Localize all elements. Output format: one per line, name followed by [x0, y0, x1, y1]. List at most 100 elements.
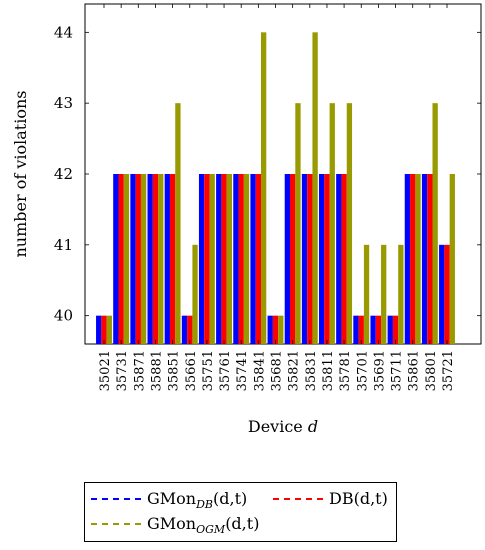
y-ticks-group: 40 41 42 43 44	[54, 23, 481, 325]
bar-gmon-ogm-35831	[312, 32, 318, 344]
bar-gmon-db-35871	[130, 174, 136, 344]
bar-db-35831	[307, 174, 313, 344]
x-tick-label-35731: 35731	[115, 350, 130, 391]
bar-gmon-db-35741	[233, 174, 239, 344]
bar-gmon-db-35811	[319, 174, 325, 344]
bar-gmon-ogm-35801	[432, 103, 438, 344]
bar-gmon-ogm-35781	[346, 103, 353, 344]
x-tick-label-35661: 35661	[184, 350, 199, 391]
bar-gmon-db-35861	[404, 174, 411, 344]
bar-gmon-db-35851	[164, 174, 170, 344]
bar-gmon-ogm-35751	[209, 174, 215, 344]
x-tick-label-35871: 35871	[132, 350, 147, 391]
legend-item-gmon-db: GMonDB(d,t)	[91, 489, 248, 511]
bar-gmon-ogm-35881	[158, 174, 164, 344]
bar-gmon-ogm-35701	[363, 244, 370, 344]
bar-gmon-db-35781	[336, 174, 342, 344]
bar-gmon-ogm-35021	[106, 315, 112, 344]
legend-item-db: DB(d,t)	[273, 489, 388, 508]
bar-gmon-db-35691	[370, 315, 376, 344]
x-tick-label-35821: 35821	[287, 350, 302, 391]
x-tick-label-35741: 35741	[235, 350, 250, 391]
bar-db-35841	[255, 174, 261, 344]
x-tick-label-35831: 35831	[304, 350, 319, 391]
legend-label-gmon-db: GMonDB(d,t)	[147, 489, 248, 511]
x-tick-label-35681: 35681	[270, 350, 285, 391]
bar-gmon-db-35831	[301, 174, 308, 344]
bar-gmon-ogm-35691	[381, 244, 387, 344]
bar-gmon-db-35801	[421, 174, 428, 344]
x-tick-label-35811: 35811	[321, 350, 336, 391]
bar-gmon-db-35821	[284, 174, 290, 344]
bar-gmon-ogm-35811	[329, 103, 335, 344]
legend-swatch-gmon-db	[91, 497, 141, 500]
bar-gmon-db-35881	[147, 174, 153, 344]
bar-db-35731	[118, 174, 124, 344]
x-tick-label-35701: 35701	[355, 350, 370, 391]
x-axis-label-variable: d	[308, 417, 318, 436]
y-axis-label: number of violations	[11, 90, 30, 257]
bar-gmon-ogm-35761	[226, 174, 232, 344]
bar-db-35751	[204, 174, 210, 344]
x-tick-label-35721: 35721	[441, 350, 456, 391]
bar-gmon-ogm-35871	[140, 174, 147, 344]
legend-item-gmon-ogm: GMonOGM(d,t)	[91, 514, 260, 536]
y-tick-label: 43	[54, 94, 73, 112]
x-tick-label-35801: 35801	[424, 350, 439, 391]
x-tick-label-35691: 35691	[372, 350, 387, 391]
bar-gmon-db-35701	[353, 315, 359, 344]
x-tick-label-35781: 35781	[338, 350, 353, 391]
bar-db-35701	[358, 315, 364, 344]
y-tick-label: 44	[54, 23, 73, 41]
bar-gmon-ogm-35741	[243, 174, 250, 344]
y-tick-label: 41	[54, 236, 73, 254]
bar-gmon-db-35731	[113, 174, 119, 344]
bar-db-35691	[375, 315, 382, 344]
x-tick-label-35761: 35761	[218, 350, 233, 391]
bar-gmon-db-35721	[439, 244, 445, 344]
legend: GMonDB(d,t) DB(d,t) GMonOGM(d,t)	[84, 482, 397, 542]
bar-db-35861	[410, 174, 416, 344]
bar-db-35871	[135, 174, 141, 344]
y-tick-label: 40	[54, 307, 73, 325]
bar-db-35801	[427, 174, 433, 344]
bar-gmon-db-35681	[267, 315, 273, 344]
bar-gmon-ogm-35711	[398, 244, 404, 344]
bar-gmon-db-35711	[387, 315, 393, 344]
bar-gmon-db-35841	[250, 174, 256, 344]
x-axis-label-text: Device	[248, 417, 303, 436]
bars-group	[96, 32, 455, 344]
bar-gmon-db-35751	[198, 174, 205, 344]
bar-gmon-ogm-35721	[449, 174, 455, 344]
bar-db-35661	[187, 315, 193, 344]
bar-db-35711	[392, 315, 399, 344]
y-tick-label: 42	[54, 165, 73, 183]
x-tick-label-35021: 35021	[98, 350, 113, 391]
x-tick-label-35851: 35851	[167, 350, 182, 391]
x-tick-label-35861: 35861	[407, 350, 422, 391]
bar-db-35851	[169, 174, 176, 344]
x-tick-label-35711: 35711	[390, 350, 405, 391]
bar-gmon-ogm-35681	[278, 315, 284, 344]
bar-gmon-ogm-35731	[123, 174, 130, 344]
bar-gmon-ogm-35851	[175, 103, 181, 344]
bar-db-35881	[152, 174, 159, 344]
legend-label-db: DB(d,t)	[329, 489, 388, 508]
bar-db-35021	[101, 315, 107, 344]
legend-swatch-db	[273, 497, 323, 500]
x-tick-label-35881: 35881	[149, 350, 164, 391]
bar-db-35821	[290, 174, 296, 344]
bar-gmon-ogm-35821	[295, 103, 301, 344]
x-axis-label: Device d	[248, 417, 318, 436]
legend-label-gmon-ogm: GMonOGM(d,t)	[147, 514, 260, 536]
bar-gmon-ogm-35661	[192, 244, 198, 344]
x-tick-label-35751: 35751	[201, 350, 216, 391]
bar-gmon-db-35021	[96, 315, 102, 344]
bar-db-35781	[341, 174, 347, 344]
bar-gmon-db-35661	[181, 315, 188, 344]
bar-db-35721	[444, 244, 450, 344]
legend-swatch-gmon-ogm	[91, 522, 141, 525]
x-tick-label-35841: 35841	[252, 350, 267, 391]
bar-chart: 40 41 42 43 44 35021 35731 35871 35881 35851 3566…	[11, 3, 482, 436]
bar-db-35741	[238, 174, 244, 344]
